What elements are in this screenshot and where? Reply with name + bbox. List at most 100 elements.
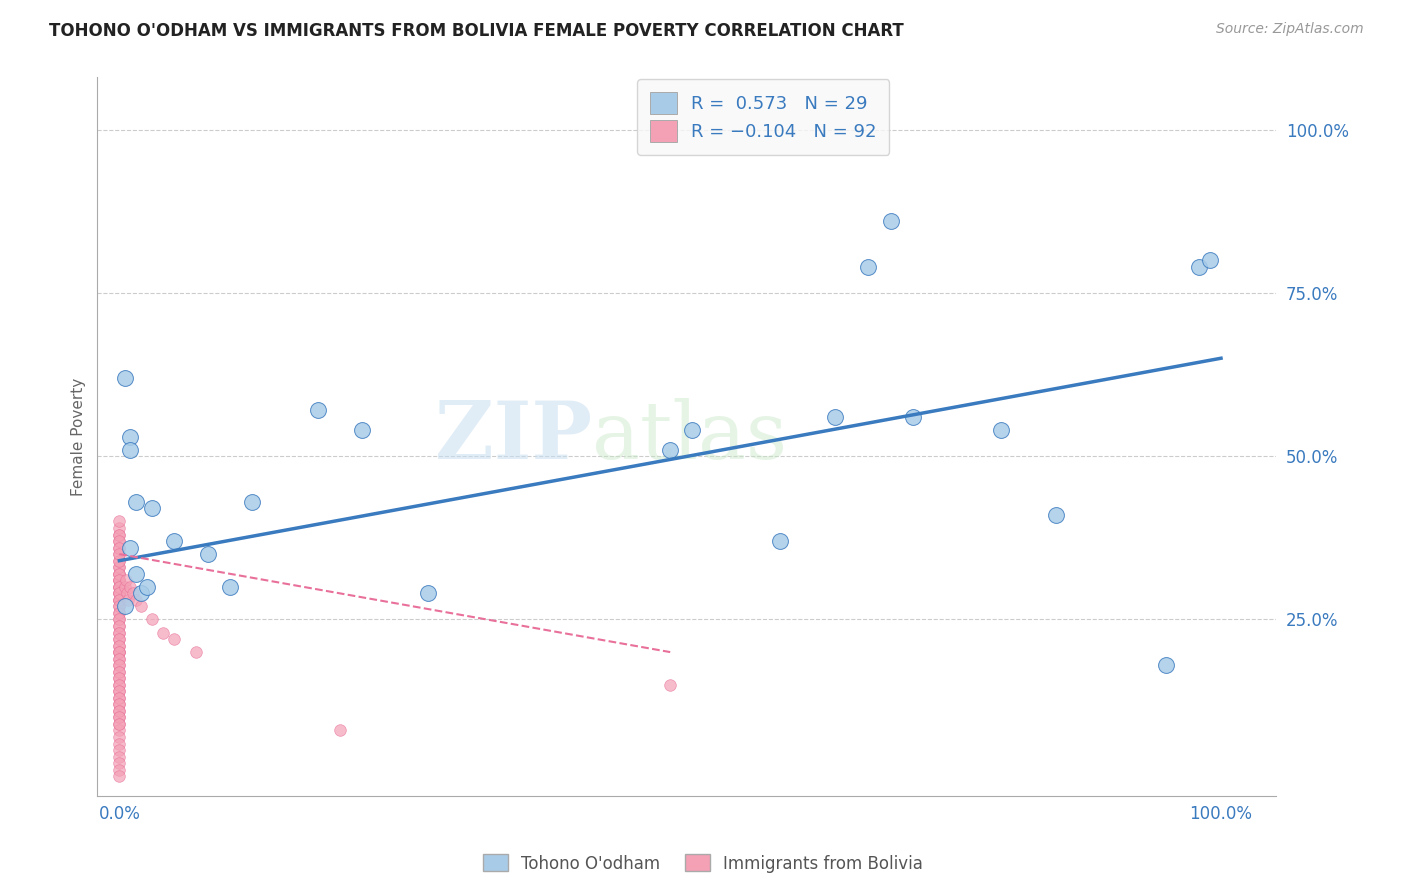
Point [108, 606, 131, 620]
Point [1188, 260, 1211, 274]
Text: TOHONO O'ODHAM VS IMMIGRANTS FROM BOLIVIA FEMALE POVERTY CORRELATION CHART: TOHONO O'ODHAM VS IMMIGRANTS FROM BOLIVI… [49, 22, 904, 40]
Point [108, 651, 131, 665]
Point [125, 592, 148, 607]
Point [108, 684, 131, 698]
Point [879, 214, 901, 228]
Point [108, 574, 131, 588]
Point [824, 409, 846, 424]
Point [108, 580, 131, 594]
Point [108, 665, 131, 679]
Point [108, 658, 131, 673]
Point [108, 554, 131, 568]
Y-axis label: Female Poverty: Female Poverty [72, 377, 86, 496]
Point [218, 580, 240, 594]
Point [108, 592, 131, 607]
Point [141, 501, 163, 516]
Point [108, 632, 131, 646]
Point [108, 704, 131, 718]
Point [108, 645, 131, 659]
Point [240, 495, 263, 509]
Point [125, 566, 148, 581]
Point [108, 574, 131, 588]
Point [108, 580, 131, 594]
Point [108, 586, 131, 600]
Point [135, 580, 157, 594]
Point [108, 586, 131, 600]
Point [108, 625, 131, 640]
Point [108, 743, 131, 757]
Point [108, 586, 131, 600]
Point [858, 260, 880, 274]
Point [108, 639, 131, 653]
Point [186, 645, 208, 659]
Point [114, 371, 136, 385]
Point [108, 534, 131, 549]
Point [990, 423, 1012, 437]
Point [108, 612, 131, 626]
Point [152, 625, 174, 640]
Point [141, 612, 163, 626]
Point [108, 698, 131, 712]
Point [108, 737, 131, 751]
Point [108, 704, 131, 718]
Point [108, 651, 131, 665]
Point [1045, 508, 1067, 522]
Point [108, 671, 131, 685]
Point [108, 612, 131, 626]
Point [681, 423, 703, 437]
Point [108, 566, 131, 581]
Point [416, 586, 439, 600]
Point [108, 580, 131, 594]
Point [108, 574, 131, 588]
Point [131, 599, 153, 614]
Text: Source: ZipAtlas.com: Source: ZipAtlas.com [1216, 22, 1364, 37]
Point [108, 560, 131, 574]
Point [108, 527, 131, 541]
Point [108, 645, 131, 659]
Point [120, 580, 142, 594]
Point [108, 547, 131, 561]
Point [108, 515, 131, 529]
Point [108, 619, 131, 633]
Point [108, 592, 131, 607]
Point [108, 769, 131, 783]
Point [108, 684, 131, 698]
Point [108, 749, 131, 764]
Text: ZIP: ZIP [436, 398, 592, 475]
Text: atlas: atlas [592, 398, 787, 475]
Point [108, 527, 131, 541]
Point [121, 586, 143, 600]
Point [108, 521, 131, 535]
Point [108, 678, 131, 692]
Point [163, 534, 186, 549]
Point [131, 586, 153, 600]
Point [108, 606, 131, 620]
Point [108, 599, 131, 614]
Point [120, 429, 142, 443]
Point [108, 678, 131, 692]
Point [108, 698, 131, 712]
Point [108, 541, 131, 555]
Point [108, 723, 131, 738]
Point [125, 495, 148, 509]
Point [108, 632, 131, 646]
Point [117, 592, 139, 607]
Point [307, 403, 329, 417]
Point [108, 717, 131, 731]
Point [108, 534, 131, 549]
Point [115, 586, 138, 600]
Point [108, 541, 131, 555]
Point [108, 717, 131, 731]
Point [108, 599, 131, 614]
Point [350, 423, 373, 437]
Legend: Tohono O'odham, Immigrants from Bolivia: Tohono O'odham, Immigrants from Bolivia [477, 847, 929, 880]
Point [108, 671, 131, 685]
Point [769, 534, 792, 549]
Point [108, 547, 131, 561]
Point [108, 592, 131, 607]
Point [197, 547, 219, 561]
Point [659, 442, 682, 457]
Point [108, 566, 131, 581]
Point [108, 625, 131, 640]
Point [108, 730, 131, 744]
